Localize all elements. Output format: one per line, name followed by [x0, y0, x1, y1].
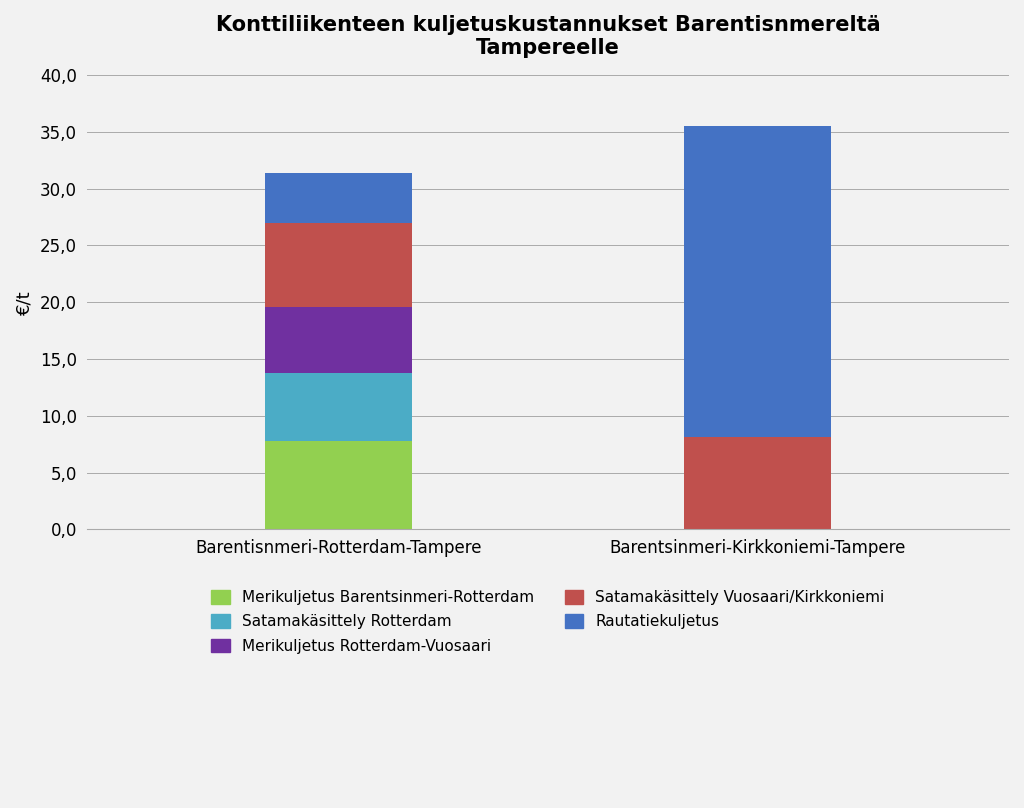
Bar [265, 372, 412, 441]
Bar [265, 223, 412, 307]
Bar [265, 173, 412, 223]
Bar [684, 126, 830, 437]
Title: Konttiliikenteen kuljetuskustannukset Barentisnmereltä
Tampereelle: Konttiliikenteen kuljetuskustannukset Ba… [215, 15, 881, 58]
Y-axis label: €/t: €/t [15, 290, 33, 314]
Bar [265, 307, 412, 372]
Bar [684, 437, 830, 529]
Bar [265, 441, 412, 529]
Legend: Merikuljetus Barentsinmeri-Rotterdam, Satamakäsittely Rotterdam, Merikuljetus Ro: Merikuljetus Barentsinmeri-Rotterdam, Sa… [205, 584, 891, 660]
